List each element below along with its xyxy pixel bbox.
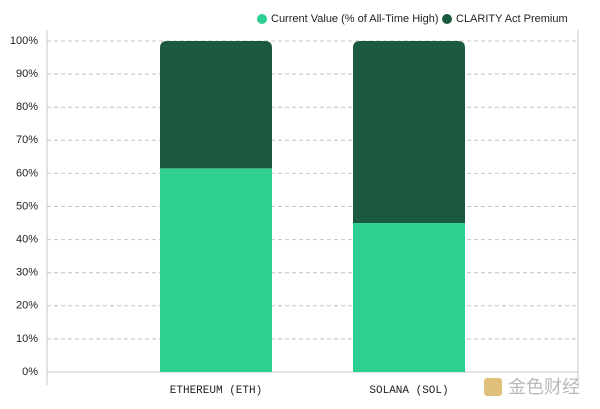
legend-label: Current Value (% of All-Time High): [271, 13, 439, 25]
y-tick-label: 10%: [16, 333, 38, 345]
y-tick-label: 100%: [10, 35, 38, 47]
y-tick-label: 0%: [22, 366, 38, 378]
y-tick-label: 80%: [16, 101, 38, 113]
legend-label: CLARITY Act Premium: [456, 13, 568, 25]
bar-segment: [160, 41, 272, 169]
bar-segment: [353, 223, 465, 372]
x-tick-label: ETHEREUM (ETH): [170, 385, 262, 397]
y-tick-label: 20%: [16, 300, 38, 312]
y-tick-label: 90%: [16, 68, 38, 80]
x-tick-label: SOLANA (SOL): [369, 385, 448, 397]
y-tick-label: 30%: [16, 267, 38, 279]
legend-marker: [442, 14, 452, 24]
y-tick-label: 60%: [16, 167, 38, 179]
y-tick-label: 50%: [16, 200, 38, 212]
bar-segment: [353, 41, 465, 224]
bar-segment: [160, 168, 272, 372]
watermark-logo: [484, 378, 502, 396]
watermark: 金色财经: [508, 377, 580, 398]
y-tick-label: 40%: [16, 234, 38, 246]
y-tick-label: 70%: [16, 134, 38, 146]
legend-marker: [257, 14, 267, 24]
